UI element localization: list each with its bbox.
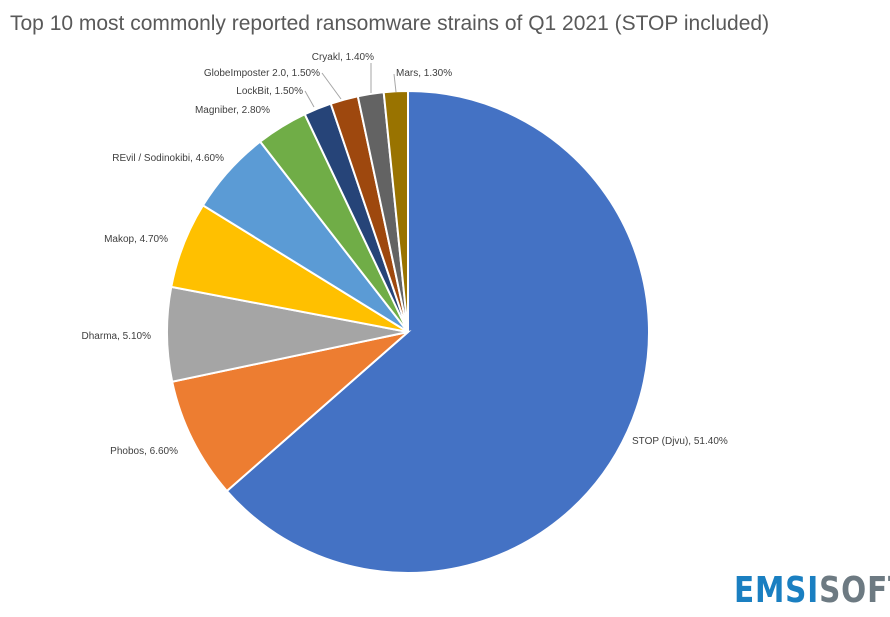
- logo-part-2: SOFT: [819, 570, 890, 611]
- chart-title: Top 10 most commonly reported ransomware…: [10, 12, 770, 35]
- emsisoft-logo: EMSISOFT: [734, 570, 890, 611]
- data-label: STOP (Djvu), 51.40%: [632, 436, 728, 447]
- data-label: REvil / Sodinokibi, 4.60%: [112, 153, 224, 164]
- logo-part-1: EMSI: [734, 570, 820, 611]
- leader-line: [304, 90, 315, 108]
- data-label: Magniber, 2.80%: [195, 105, 270, 116]
- pie-slice-stop-djvu-: [225, 89, 650, 574]
- data-label: Mars, 1.30%: [396, 68, 452, 79]
- data-label: Cryakl, 1.40%: [312, 52, 374, 63]
- pie-slice-phobos: [170, 330, 412, 493]
- data-label: Phobos, 6.60%: [110, 446, 178, 457]
- data-label: LockBit, 1.50%: [236, 86, 303, 97]
- leader-line: [321, 72, 342, 100]
- data-label: Makop, 4.70%: [104, 234, 168, 245]
- data-label: Dharma, 5.10%: [82, 331, 152, 342]
- data-label: GlobeImposter 2.0, 1.50%: [204, 68, 320, 79]
- leader-line: [393, 73, 397, 93]
